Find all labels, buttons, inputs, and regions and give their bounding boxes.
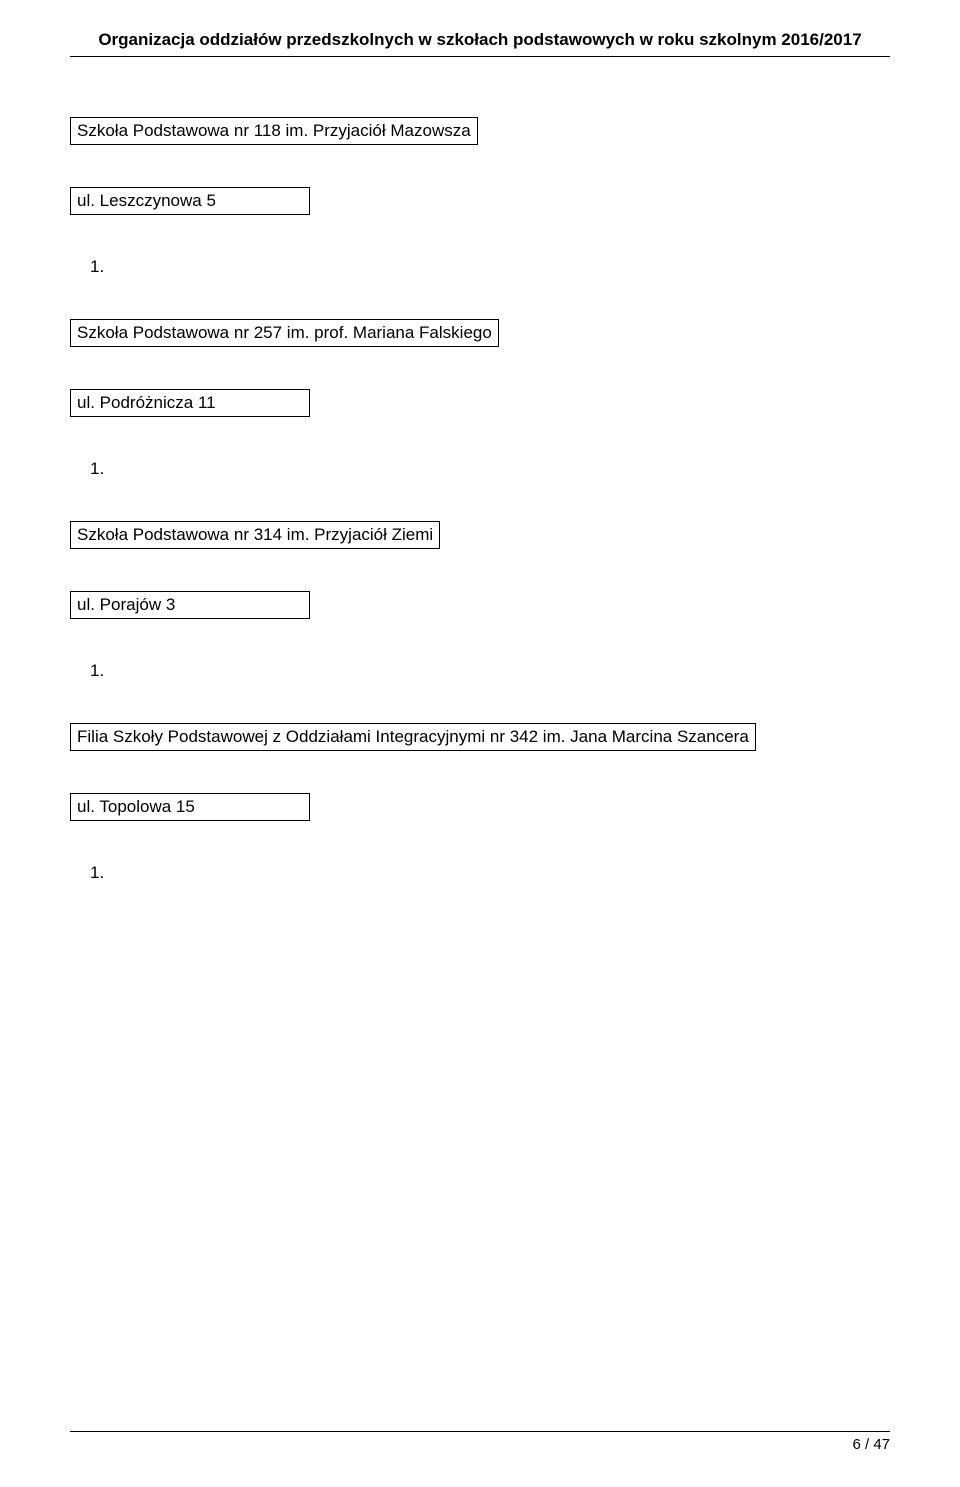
footer-divider — [70, 1431, 890, 1432]
page-title: Organizacja oddziałów przedszkolnych w s… — [70, 30, 890, 50]
school-address: ul. Podróżnicza 11 — [70, 389, 310, 417]
school-name: Szkoła Podstawowa nr 118 im. Przyjaciół … — [70, 117, 478, 145]
page-number: 6 / 47 — [70, 1436, 890, 1453]
count-value: 1. — [70, 863, 890, 883]
school-name: Szkoła Podstawowa nr 257 im. prof. Maria… — [70, 319, 499, 347]
page-footer: 6 / 47 — [70, 1431, 890, 1453]
school-address: ul. Leszczynowa 5 — [70, 187, 310, 215]
school-address: ul. Topolowa 15 — [70, 793, 310, 821]
count-value: 1. — [70, 257, 890, 277]
school-address: ul. Porajów 3 — [70, 591, 310, 619]
count-value: 1. — [70, 661, 890, 681]
count-value: 1. — [70, 459, 890, 479]
school-name: Filia Szkoły Podstawowej z Oddziałami In… — [70, 723, 756, 751]
header-divider — [70, 56, 890, 57]
school-name: Szkoła Podstawowa nr 314 im. Przyjaciół … — [70, 521, 440, 549]
